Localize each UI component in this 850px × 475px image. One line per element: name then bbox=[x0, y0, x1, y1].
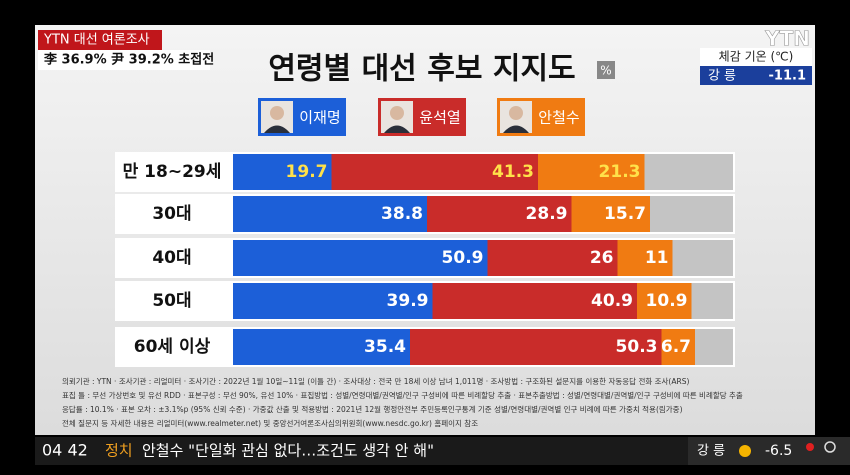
bar bbox=[617, 240, 673, 276]
value-label: 11 bbox=[645, 248, 669, 268]
legend-label: 윤석열 bbox=[419, 109, 460, 127]
bar bbox=[571, 196, 650, 232]
footnote: 응답률 : 10.1% · 표본 오차 : ±3.1%p (95% 신뢰 수준)… bbox=[62, 404, 683, 414]
value-label: 15.7 bbox=[604, 204, 646, 224]
ticker-section: 정치 bbox=[105, 442, 133, 460]
legend-photo-face bbox=[390, 106, 404, 120]
ticker-headline: 안철수 "단일화 관심 없다…조건도 생각 안 해" bbox=[142, 442, 434, 460]
category-label: 30대 bbox=[152, 204, 191, 224]
value-label: 40.9 bbox=[591, 291, 633, 311]
weather-city: 강 릉 bbox=[708, 69, 736, 84]
footnote: 표집 틀 : 무선 가상번호 및 유선 RDD · 표본구성 : 무선 90%,… bbox=[62, 390, 743, 400]
ticker-city: 강 릉 bbox=[697, 444, 725, 459]
bar bbox=[233, 154, 332, 190]
category-label: 50대 bbox=[152, 291, 191, 311]
value-label: 41.3 bbox=[492, 162, 534, 182]
legend-label: 이재명 bbox=[299, 109, 340, 127]
category-label: 40대 bbox=[152, 248, 191, 268]
value-label: 39.9 bbox=[387, 291, 429, 311]
bar bbox=[233, 329, 410, 365]
bar bbox=[331, 154, 538, 190]
badge-box bbox=[38, 30, 162, 50]
legend-photo-suit bbox=[264, 125, 290, 133]
weather-label: 체감 기온 (℃) bbox=[719, 50, 794, 64]
badge: YTN 대선 여론조사 bbox=[43, 33, 150, 48]
category-label: 60세 이상 bbox=[134, 337, 211, 357]
unit-box bbox=[597, 61, 615, 79]
bar bbox=[233, 283, 433, 319]
legend-photo-suit bbox=[503, 125, 529, 133]
bar bbox=[538, 154, 645, 190]
bar bbox=[233, 240, 488, 276]
ticker-temperature: -6.5 bbox=[765, 443, 792, 459]
chart-title: 연령별 대선 후보 지지도 bbox=[268, 52, 575, 87]
legend-photo-face bbox=[270, 106, 284, 120]
weather-value: -11.1 bbox=[769, 69, 806, 84]
sun-icon bbox=[739, 445, 751, 457]
value-label: 50.3 bbox=[616, 337, 658, 357]
bar bbox=[427, 196, 572, 232]
bar bbox=[410, 329, 662, 365]
user-icon bbox=[824, 441, 836, 453]
bar bbox=[661, 329, 695, 365]
ticker-time: 04 42 bbox=[42, 441, 88, 460]
weather-value-box bbox=[700, 66, 812, 85]
headline: 李 36.9% 尹 39.2% 초접전 bbox=[43, 52, 214, 68]
value-label: 50.9 bbox=[442, 248, 484, 268]
footnote: 의뢰기관 : YTN · 조사기관 : 리얼미터 · 조사기간 : 2022년 … bbox=[62, 376, 689, 386]
bar bbox=[487, 240, 618, 276]
legend-photo-suit bbox=[384, 125, 410, 133]
bar bbox=[233, 196, 427, 232]
category-label: 만 18~29세 bbox=[123, 162, 222, 182]
ticker-weather-box bbox=[688, 437, 850, 465]
legend-photo-face bbox=[509, 106, 523, 120]
bar bbox=[637, 283, 692, 319]
value-label: 26 bbox=[590, 248, 614, 268]
weather-label-box bbox=[700, 48, 812, 66]
bar bbox=[432, 283, 637, 319]
value-label: 10.9 bbox=[646, 291, 688, 311]
footnote: 전체 질문지 등 자세한 내용은 리얼미터(www.realmeter.net)… bbox=[62, 418, 478, 428]
value-label: 6.7 bbox=[661, 337, 691, 357]
value-label: 38.8 bbox=[381, 204, 423, 224]
logo: YTN bbox=[764, 27, 810, 51]
value-label: 21.3 bbox=[599, 162, 641, 182]
headline-box bbox=[38, 50, 210, 70]
value-label: 35.4 bbox=[364, 337, 406, 357]
value-label: 28.9 bbox=[526, 204, 568, 224]
legend-label: 안철수 bbox=[538, 109, 579, 127]
rec-icon bbox=[806, 443, 814, 451]
unit: % bbox=[600, 64, 611, 78]
value-label: 19.7 bbox=[286, 162, 328, 182]
